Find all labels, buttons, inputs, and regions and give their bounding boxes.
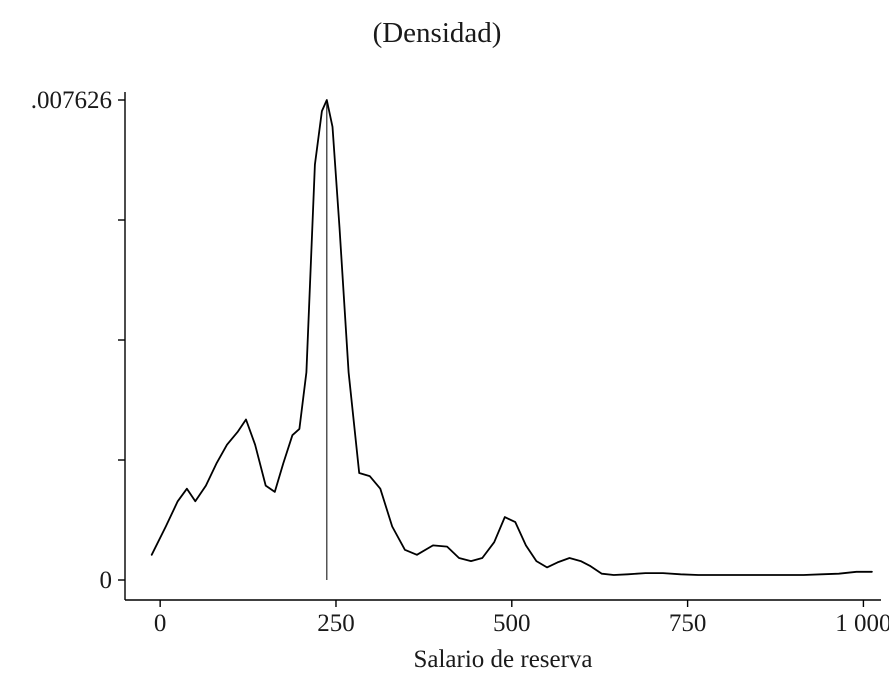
x-tick-label: 750 (669, 610, 707, 637)
x-tick-label: 1 000 (835, 610, 889, 637)
chart-title: (Densidad) (373, 17, 502, 49)
axes-group: 0 .007626 0 250 500 750 1 000 (31, 87, 889, 637)
x-tick-label: 500 (493, 610, 531, 637)
x-tick-label: 0 (154, 610, 167, 637)
y-tick-label: .007626 (31, 87, 112, 114)
x-axis-label: Salario de reserva (413, 646, 592, 673)
y-tick-label: 0 (100, 567, 113, 594)
marks-group (150, 99, 873, 580)
density-curve-line (150, 99, 873, 576)
x-tick-label: 250 (317, 610, 355, 637)
